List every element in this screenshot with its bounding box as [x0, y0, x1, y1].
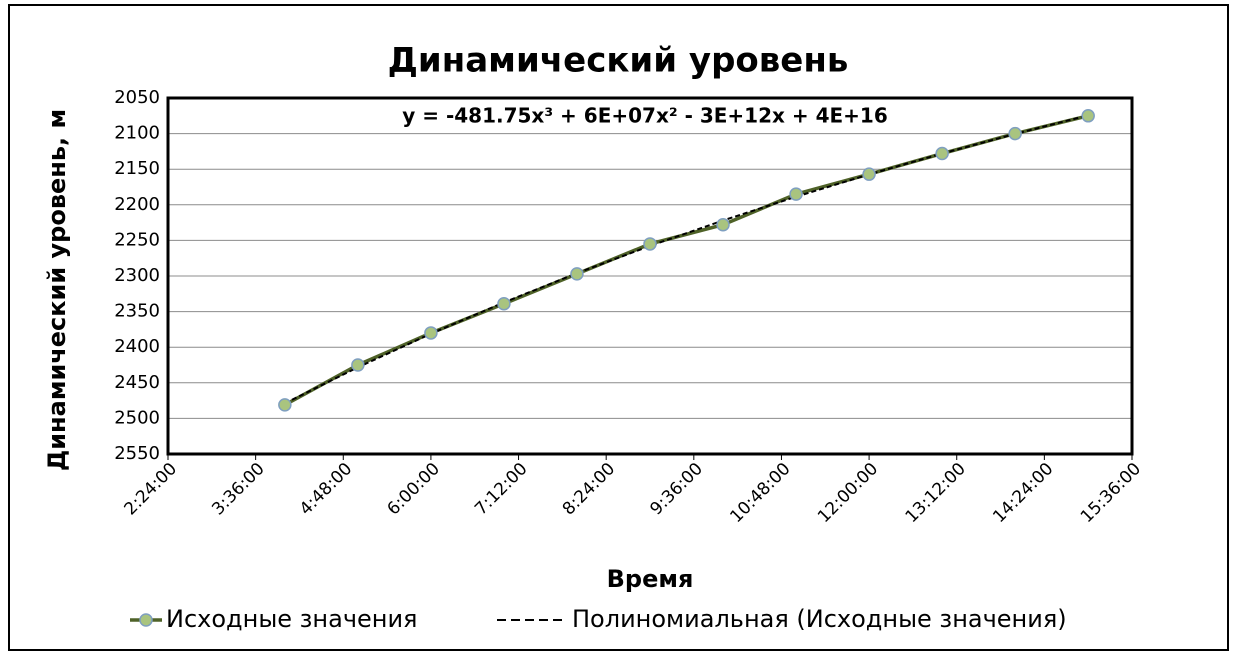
y-tick-label: 2400: [114, 336, 160, 357]
trendline-equation: y = -481.75x³ + 6E+07x² - 3E+12x + 4E+16: [402, 104, 888, 128]
chart-title: Динамический уровень: [388, 41, 849, 81]
y-tick-label: 2350: [114, 301, 160, 322]
y-tick-label: 2500: [114, 407, 160, 428]
y-tick-label: 2250: [114, 229, 160, 250]
y-tick-label: 2300: [114, 265, 160, 286]
marker: [789, 187, 803, 201]
trendline: [284, 114, 1089, 405]
marker: [570, 267, 584, 281]
legend-marker: [139, 613, 153, 627]
marker: [716, 217, 730, 232]
y-tick-label: 2450: [114, 372, 160, 393]
y-tick-label: 2200: [114, 194, 160, 215]
y-tick-label: 2550: [114, 443, 160, 464]
marker: [351, 358, 365, 372]
legend-label: Исходные значения: [166, 605, 418, 633]
y-tick-label: 2100: [114, 123, 160, 144]
marker: [1008, 126, 1022, 141]
y-axis-label: Динамический уровень, м: [43, 109, 71, 471]
x-axis-label: Время: [607, 565, 694, 593]
marker: [643, 237, 657, 251]
y-tick-label: 2150: [114, 158, 160, 179]
marker: [278, 398, 292, 412]
legend-label: Полиномиальная (Исходные значения): [572, 605, 1067, 633]
marker: [935, 146, 949, 161]
marker: [1081, 109, 1095, 123]
marker: [497, 297, 511, 311]
marker: [424, 326, 438, 340]
marker: [862, 167, 876, 181]
y-tick-label: 2050: [114, 87, 160, 108]
plot-border: [166, 96, 1134, 456]
chart-border: [8, 4, 1229, 651]
